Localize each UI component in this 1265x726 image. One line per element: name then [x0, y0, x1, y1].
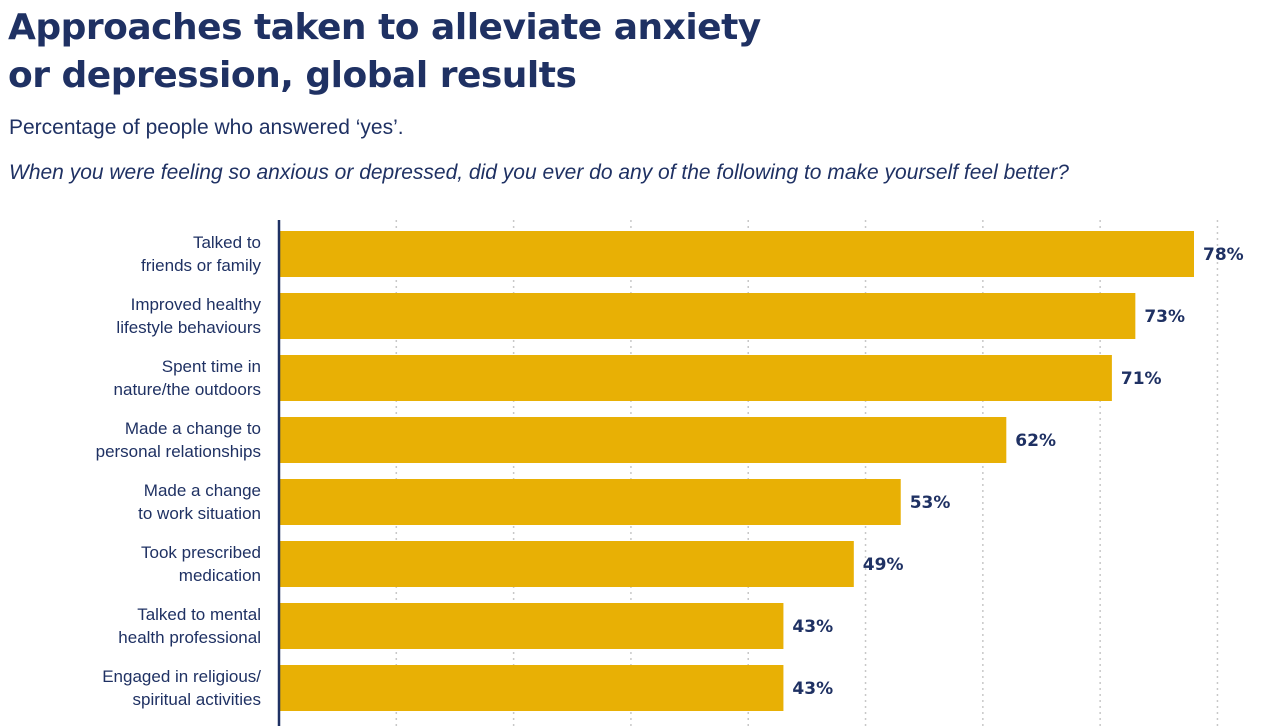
category-label: Made a change to work situation: [138, 481, 261, 523]
chart-subtitle: Percentage of people who answered ‘yes’.: [9, 116, 404, 139]
bar: [279, 231, 1194, 277]
bar-chart: Talked to friends or family Improved healt…: [96, 220, 1244, 726]
chart-title-line1: Approaches taken to alleviate anxiety: [8, 7, 761, 48]
value-labels: 78% 73% 71% 62% 53% 49% 43% 43%: [792, 245, 1243, 699]
bar: [279, 293, 1136, 339]
value-label: 73%: [1144, 307, 1185, 327]
category-label: Improved healthy lifestyle behaviours: [116, 295, 261, 337]
value-label: 62%: [1015, 431, 1056, 451]
value-label: 78%: [1203, 245, 1244, 265]
category-labels: Talked to friends or family Improved healt…: [96, 233, 262, 709]
value-label: 49%: [863, 555, 904, 575]
bar: [279, 417, 1007, 463]
bar: [279, 479, 901, 525]
bars: [279, 231, 1194, 711]
category-label: Talked to friends or family: [141, 233, 261, 275]
bar: [279, 603, 784, 649]
value-label: 43%: [792, 679, 833, 699]
value-label: 53%: [910, 493, 951, 513]
bar: [279, 355, 1112, 401]
category-label: Made a change to personal relationships: [96, 419, 261, 461]
chart-title-line2: or depression, global results: [8, 55, 577, 96]
chart-title: Approaches taken to alleviate anxiety or…: [8, 4, 1008, 100]
bar: [279, 665, 784, 711]
survey-question: When you were feeling so anxious or depr…: [9, 161, 1069, 184]
value-label: 71%: [1121, 369, 1162, 389]
category-label: Spent time in nature/the outdoors: [114, 357, 261, 399]
value-label: 43%: [792, 617, 833, 637]
bar: [279, 541, 854, 587]
category-label: Engaged in religious/spiritual activitie…: [102, 667, 261, 709]
category-label: Talked to mental health professional: [118, 605, 261, 647]
category-label: Took prescribed medication: [141, 543, 261, 585]
